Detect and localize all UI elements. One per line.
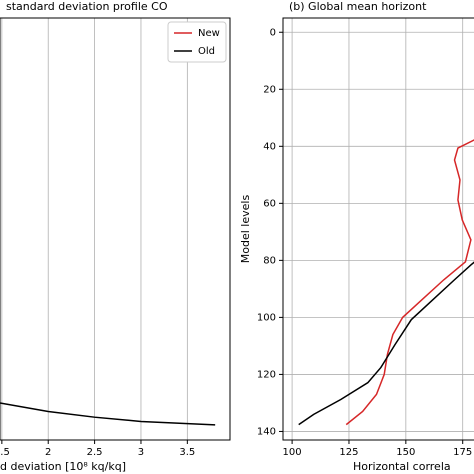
x-tick-label: 175 — [453, 447, 472, 458]
y-axis-label: Model levels — [239, 195, 252, 264]
x-axis-label: d deviation [10⁸ kq/kq] — [0, 460, 126, 473]
y-tick-label: 100 — [257, 312, 276, 323]
legend-label: New — [198, 28, 220, 39]
x-tick-label: 125 — [339, 447, 358, 458]
data-line — [0, 402, 216, 426]
y-tick-label: 60 — [263, 198, 276, 209]
plot-frame — [282, 17, 474, 441]
y-tick-label: 40 — [263, 141, 276, 152]
x-tick-label: 100 — [283, 447, 302, 458]
plot-frame — [0, 17, 231, 441]
x-tick-label: 1.5 — [0, 447, 10, 458]
panel: 1.5 2 2.5 3 3.5 standard deviation profile CO… — [0, 0, 231, 473]
y-tick-label: 140 — [257, 426, 276, 437]
x-tick-label: 2 — [45, 447, 51, 458]
legend-box — [167, 21, 227, 63]
panel: 100 125 150 175 0 20 40 60 80 100 120 140 (b) Global… — [239, 0, 474, 473]
x-tick-label: 150 — [396, 447, 415, 458]
y-tick-label: 0 — [270, 27, 276, 38]
x-tick-label: 3.5 — [179, 447, 195, 458]
x-tick-label: 2.5 — [87, 447, 103, 458]
chart-title: standard deviation profile CO — [6, 0, 168, 13]
y-tick-label: 20 — [263, 84, 276, 95]
chart-title: (b) Global mean horizont — [289, 0, 427, 13]
x-axis-label: Horizontal correla — [353, 460, 451, 473]
y-tick-label: 120 — [257, 369, 276, 380]
legend-label: Old — [198, 46, 215, 57]
x-tick-label: 3 — [138, 447, 144, 458]
y-tick-label: 80 — [263, 255, 276, 266]
data-line — [345, 139, 474, 426]
data-line — [298, 261, 474, 426]
